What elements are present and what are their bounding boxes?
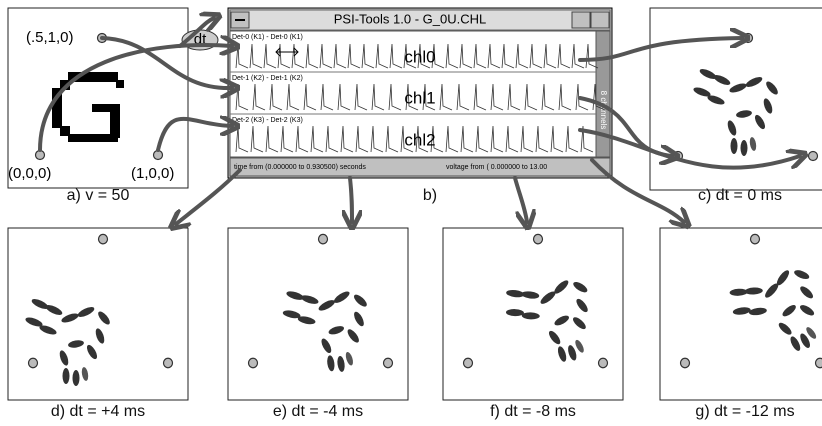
panel-g	[659, 227, 822, 401]
caption: g) dt = -12 ms	[695, 403, 794, 420]
panel-f	[442, 227, 624, 401]
status-text: time from (0.000000 to 0.930500) seconds	[234, 164, 366, 171]
caption: f) dt = -8 ms	[490, 403, 576, 420]
caption: a) v = 50	[67, 187, 130, 204]
channel-header: Det-2 (K3) - Det-2 (K3)	[232, 117, 303, 124]
app-window: PSI-Tools 1.0 - G_0U.CHL 8 channels Det-…	[227, 7, 613, 179]
caption: c) dt = 0 ms	[698, 187, 782, 204]
panel-c	[649, 7, 822, 191]
node-label: (1,0,0)	[131, 165, 174, 182]
channel-name: chl2	[404, 130, 435, 149]
node-label: (.5,1,0)	[26, 29, 74, 46]
channel-name: chl1	[404, 88, 435, 107]
status-text: voltage from ( 0.000000 to 13.00	[446, 164, 547, 171]
panel-e	[227, 227, 409, 401]
side-label: 8 channels	[599, 91, 608, 130]
caption: d) dt = +4 ms	[51, 403, 145, 420]
caption: e) dt = -4 ms	[273, 403, 363, 420]
node-label: (0,0,0)	[8, 165, 51, 182]
channel-header: Det-1 (K2) - Det-1 (K2)	[232, 75, 303, 82]
panel-d	[7, 227, 189, 401]
arrows	[38, 18, 800, 224]
channel-header: Det-0 (K1) - Det-0 (K1)	[232, 34, 303, 41]
waveform	[235, 125, 594, 153]
caption: b)	[423, 187, 437, 204]
channel-name: chl0	[404, 47, 435, 66]
window-title: PSI-Tools 1.0 - G_0U.CHL	[334, 11, 486, 26]
